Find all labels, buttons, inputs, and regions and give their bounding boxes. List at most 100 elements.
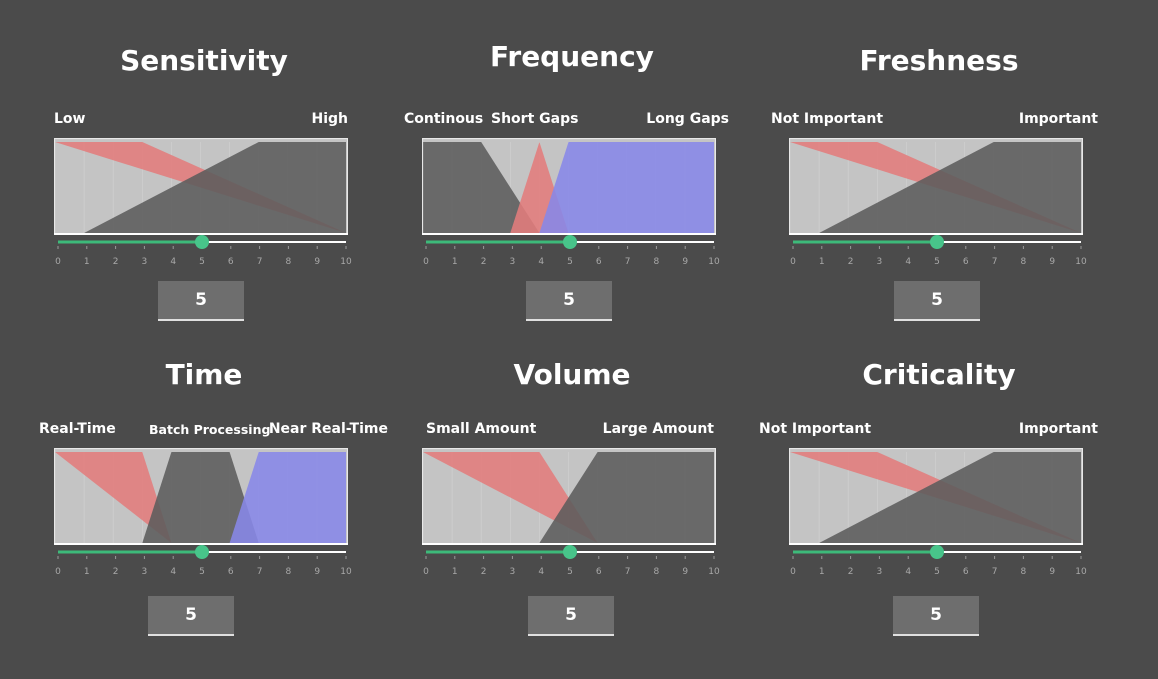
slider-tick-label: 8: [286, 567, 292, 577]
slider-tick-label: 0: [790, 257, 796, 267]
slider-tick-label: 4: [905, 257, 911, 267]
slider-thumb[interactable]: [195, 545, 209, 559]
slider-tick-label: 7: [625, 257, 631, 267]
chart-label-left: Low: [54, 111, 86, 127]
slider-tick-label: 6: [596, 567, 602, 577]
slider-tick-label: 6: [228, 257, 234, 267]
panel-time: Time Real-Time Batch Processing Near Rea…: [39, 358, 388, 638]
value-display[interactable]: 5: [893, 596, 979, 636]
slider-tick-label: 8: [1021, 567, 1027, 577]
value-display[interactable]: 5: [158, 281, 244, 321]
slider-thumb[interactable]: [563, 235, 577, 249]
value-slider[interactable]: 0 1 2 3 4 5 6 7 8 9 10: [789, 544, 1089, 580]
chart-label-left: Continous: [404, 111, 484, 127]
membership-region-0: [423, 452, 598, 543]
value-slider[interactable]: 0 1 2 3 4 5 6 7 8 9 10: [54, 544, 354, 580]
slider-tick-label: 7: [257, 257, 263, 267]
chart-label-right: High: [311, 111, 348, 127]
slider-tick-label: 3: [142, 567, 148, 577]
slider-tick-label: 2: [848, 567, 854, 577]
slider-tick-label: 9: [682, 257, 688, 267]
slider-tick-label: 9: [314, 257, 320, 267]
slider-tick-label: 4: [170, 567, 176, 577]
slider-tick-label: 8: [286, 257, 292, 267]
slider-tick-label: 9: [314, 567, 320, 577]
slider-tick-label: 3: [510, 257, 516, 267]
slider-thumb[interactable]: [930, 545, 944, 559]
slider-tick-label: 5: [199, 567, 205, 577]
membership-chart: [789, 138, 1083, 235]
slider-tick-label: 2: [481, 567, 487, 577]
slider-tick-label: 1: [84, 257, 90, 267]
slider-tick-label: 10: [1075, 567, 1087, 577]
panel-freshness: Freshness Not Important Important 0 1 2 3 4 5…: [771, 44, 1098, 324]
chart-label-left: Real-Time: [39, 421, 116, 437]
panel-frequency: Frequency Continous Short Gaps Long Gaps…: [404, 40, 729, 324]
slider-tick-label: 5: [567, 567, 573, 577]
membership-chart: [422, 448, 716, 545]
slider-tick-label: 5: [934, 567, 940, 577]
slider-tick-label: 0: [55, 257, 61, 267]
value-display[interactable]: 5: [894, 281, 980, 321]
slider-tick-label: 9: [1049, 567, 1055, 577]
slider-tick-label: 7: [992, 567, 998, 577]
slider-tick-label: 2: [113, 257, 119, 267]
membership-region-0: [55, 452, 172, 543]
slider-tick-label: 3: [142, 257, 148, 267]
chart-label-right: Important: [1018, 111, 1098, 127]
slider-tick-label: 2: [848, 257, 854, 267]
membership-region-1: [819, 142, 1081, 233]
panel-title: Frequency: [490, 40, 654, 73]
slider-tick-label: 2: [481, 257, 487, 267]
slider-thumb[interactable]: [563, 545, 577, 559]
chart-label-middle: Short Gaps: [491, 111, 579, 127]
slider-tick-label: 6: [963, 257, 969, 267]
slider-tick-label: 6: [963, 567, 969, 577]
slider-tick-label: 2: [113, 567, 119, 577]
slider-tick-label: 1: [452, 257, 458, 267]
membership-chart: [422, 138, 716, 235]
slider-tick-label: 0: [423, 567, 429, 577]
chart-label-right: Large Amount: [602, 421, 714, 437]
slider-tick-label: 4: [905, 567, 911, 577]
slider-tick-label: 3: [510, 567, 516, 577]
value-slider[interactable]: 0 1 2 3 4 5 6 7 8 9 10: [789, 234, 1089, 270]
value-slider[interactable]: 0 1 2 3 4 5 6 7 8 9 10: [422, 234, 722, 270]
slider-tick-label: 7: [257, 567, 263, 577]
slider-tick-label: 8: [654, 567, 660, 577]
slider-tick-label: 10: [708, 567, 720, 577]
panel-criticality: Criticality Not Important Important 0 1 2 3…: [759, 358, 1098, 638]
slider-tick-label: 6: [228, 567, 234, 577]
value-display[interactable]: 5: [526, 281, 612, 321]
slider-tick-label: 4: [538, 567, 544, 577]
chart-label-right: Important: [1018, 421, 1098, 437]
slider-tick-label: 7: [992, 257, 998, 267]
membership-chart: [789, 448, 1083, 545]
slider-tick-label: 7: [625, 567, 631, 577]
slider-tick-label: 9: [682, 567, 688, 577]
value-slider[interactable]: 0 1 2 3 4 5 6 7 8 9 10: [54, 234, 354, 270]
membership-region-1: [142, 452, 259, 543]
membership-chart: [54, 138, 348, 235]
slider-tick-label: 3: [877, 567, 883, 577]
chart-label-middle: Batch Processing: [149, 422, 271, 437]
slider-thumb[interactable]: [195, 235, 209, 249]
chart-label-right: Near Real-Time: [268, 421, 388, 437]
membership-region-2: [539, 142, 714, 233]
slider-tick-label: 4: [538, 257, 544, 267]
slider-tick-label: 0: [423, 257, 429, 267]
value-display[interactable]: 5: [148, 596, 234, 636]
chart-label-left: Not Important: [759, 421, 872, 437]
slider-thumb[interactable]: [930, 235, 944, 249]
value-display[interactable]: 5: [528, 596, 614, 636]
chart-label-left: Small Amount: [426, 421, 537, 437]
slider-tick-label: 10: [340, 257, 352, 267]
slider-tick-label: 1: [84, 567, 90, 577]
chart-label-left: Not Important: [771, 111, 884, 127]
panel-title: Freshness: [859, 44, 1019, 77]
value-slider[interactable]: 0 1 2 3 4 5 6 7 8 9 10: [422, 544, 722, 580]
panel-title: Volume: [513, 358, 631, 391]
slider-tick-label: 1: [452, 567, 458, 577]
membership-region-1: [84, 142, 346, 233]
membership-region-0: [423, 142, 540, 233]
